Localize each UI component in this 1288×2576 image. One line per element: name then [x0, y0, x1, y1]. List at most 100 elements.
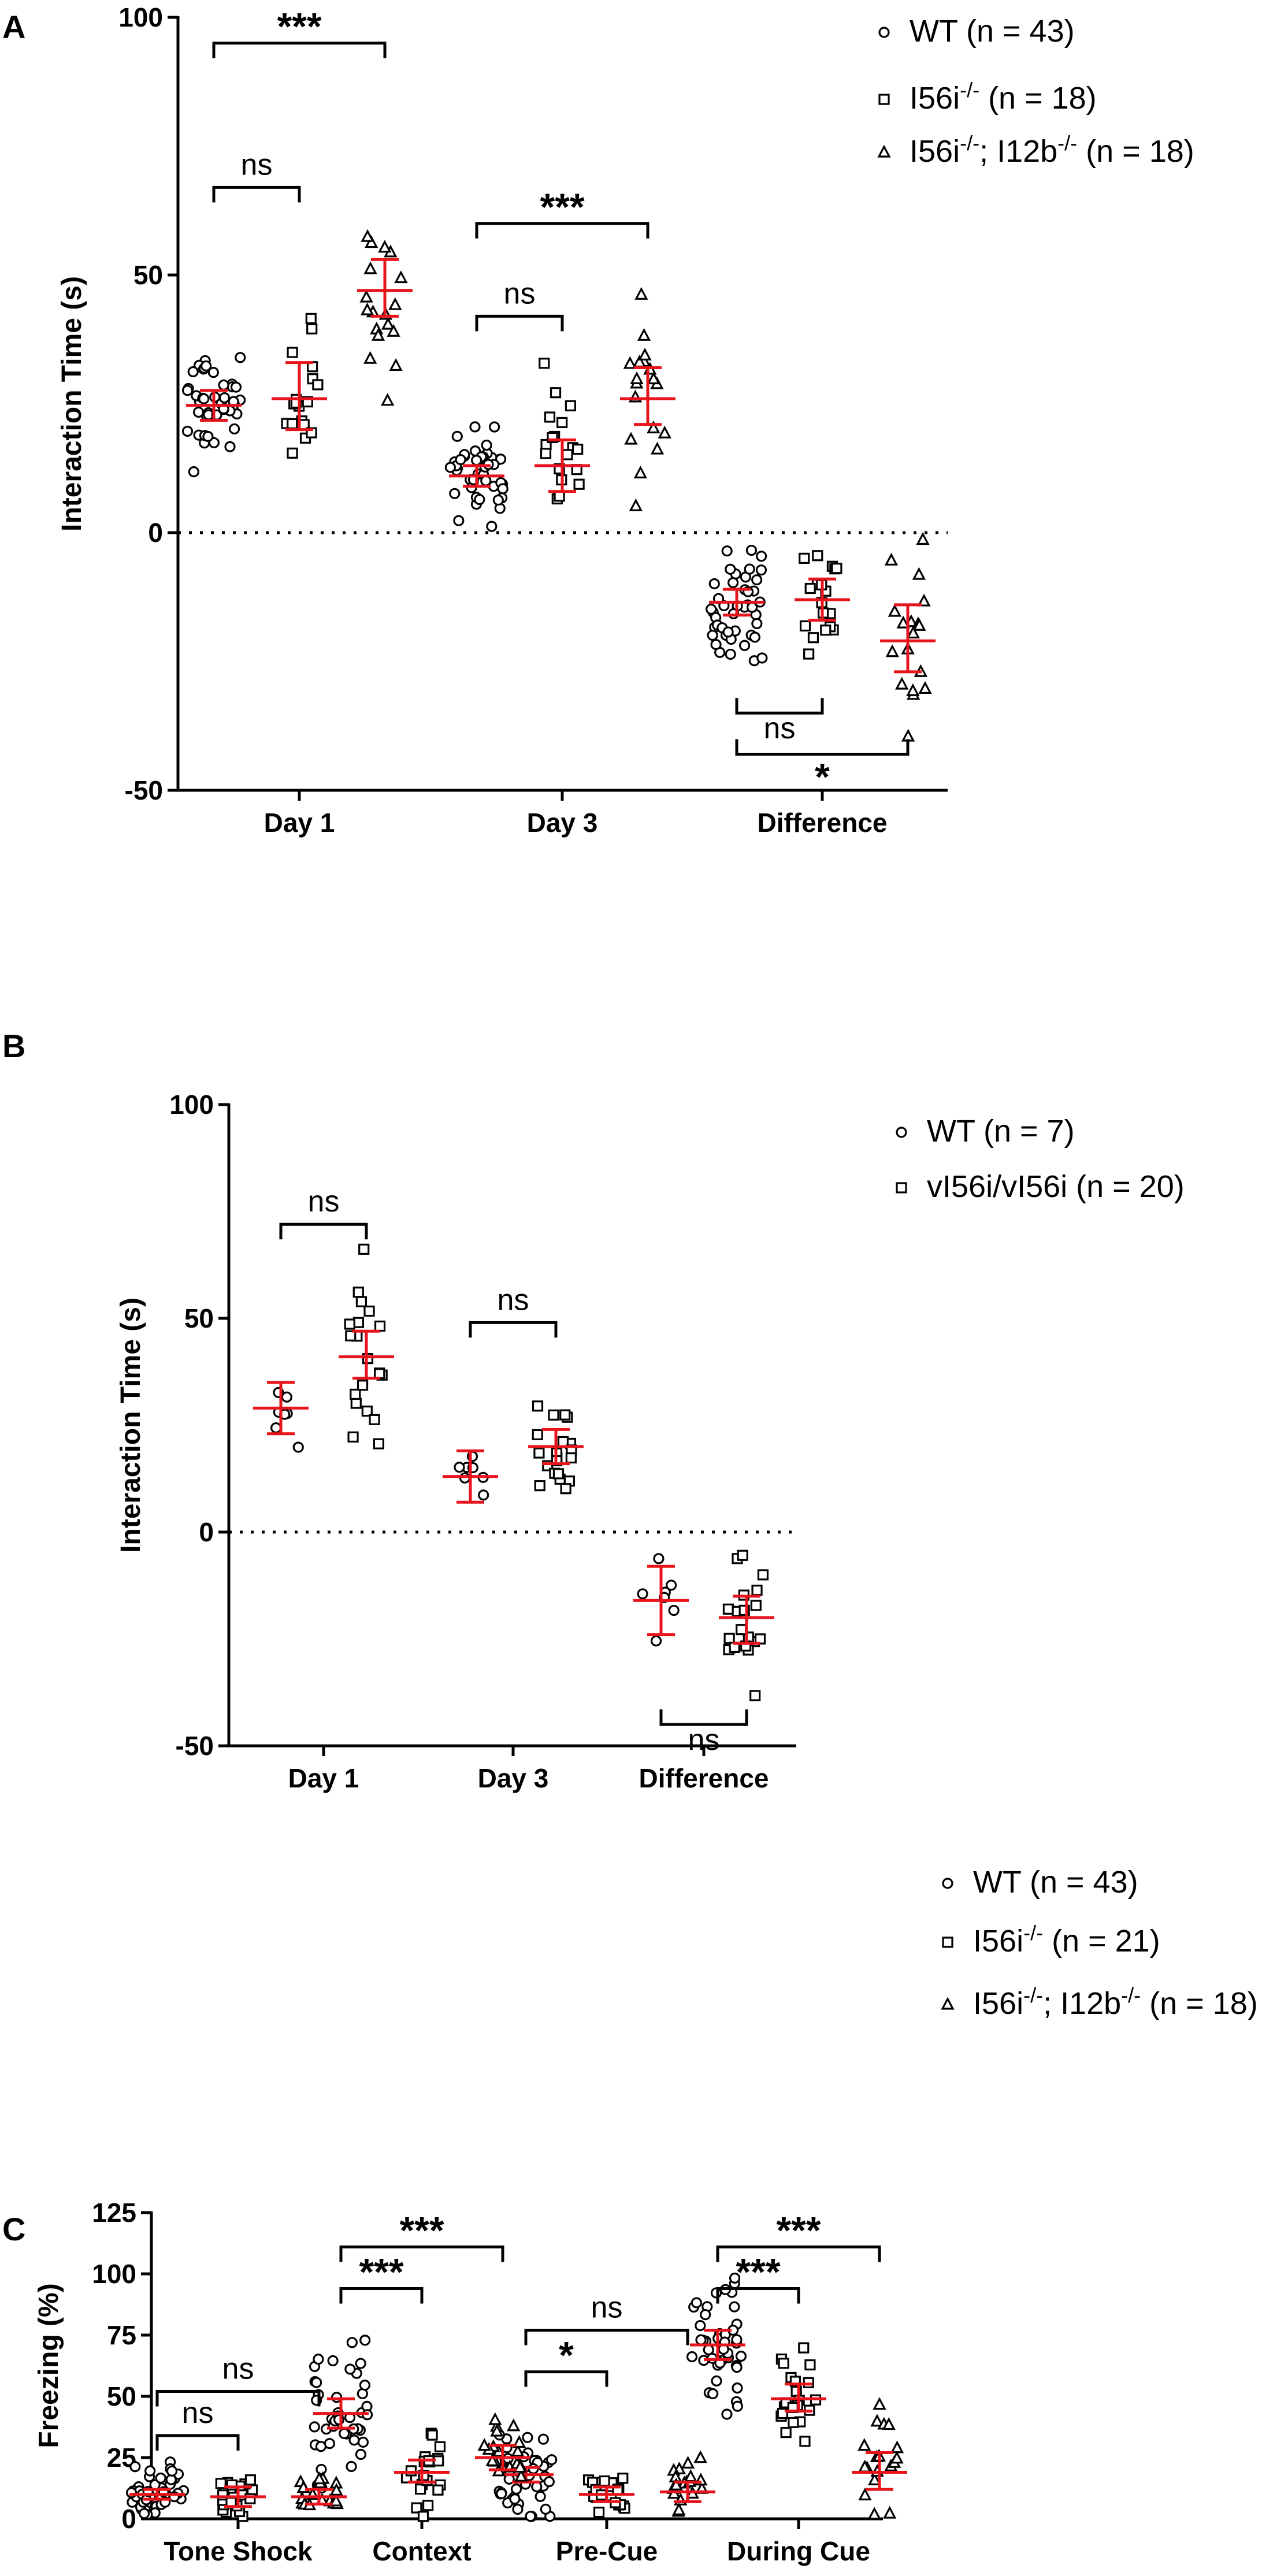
y-tick-label: 125 [92, 2198, 136, 2228]
data-point [548, 1409, 559, 1421]
x-tick-label: Day 1 [264, 808, 335, 838]
significance-bracket [155, 2434, 240, 2451]
legend-legend-rest: (n = 18) [979, 81, 1097, 116]
data-point [381, 393, 395, 406]
group-square-2 [722, 1549, 769, 1701]
data-point [540, 448, 552, 459]
data-point [798, 2342, 810, 2354]
data-point [552, 1468, 565, 1480]
data-point [449, 488, 461, 499]
legend-item-1: I56i-/- (n = 21) [942, 1921, 1160, 1958]
data-point [727, 577, 739, 589]
legend-legend-rest: (n = 18) [1077, 134, 1194, 169]
data-point [129, 2461, 141, 2473]
data-point [721, 2408, 733, 2420]
data-point [352, 1287, 364, 1298]
data-point [374, 1320, 386, 1332]
data-point [389, 358, 403, 371]
x-tick-label: Difference [758, 808, 888, 838]
significance-bracket [659, 1709, 748, 1726]
significance-bracket [524, 2329, 689, 2345]
data-point [799, 2436, 811, 2447]
data-point [737, 1549, 748, 1561]
data-point [359, 2335, 371, 2346]
data-point [890, 2440, 904, 2454]
data-point [804, 2359, 816, 2371]
data-point [305, 313, 317, 324]
data-point [235, 352, 246, 363]
data-point [344, 2363, 356, 2375]
legend-legend-sup: -/- [1023, 1983, 1043, 2007]
legend-legend-mid: ; I12b [979, 134, 1057, 169]
data-point [666, 1579, 677, 1591]
data-point [355, 2448, 367, 2460]
data-point [187, 366, 199, 378]
legend-item-1: I56i-/- (n = 18) [878, 78, 1097, 116]
group-square-1 [400, 2428, 446, 2522]
data-point [896, 615, 910, 629]
data-point [745, 544, 758, 556]
data-point [799, 620, 811, 632]
significance-label: ns [498, 1283, 529, 1317]
data-point [560, 1483, 571, 1495]
legend-legend-sup2: -/- [1121, 1983, 1141, 2007]
data-point [669, 2477, 683, 2490]
data-point [198, 393, 210, 404]
data-point [155, 2472, 166, 2484]
data-point [270, 1422, 282, 1434]
data-point [722, 1603, 734, 1615]
data-point [807, 632, 819, 644]
group-circle-0 [270, 1386, 304, 1453]
data-point [546, 2454, 558, 2466]
data-point [882, 2417, 896, 2430]
y-tick-label: 0 [148, 518, 163, 548]
significance-bracket [339, 2287, 424, 2304]
x-tick-label: Day 3 [527, 808, 598, 838]
data-point [313, 2354, 324, 2365]
legend-label: I56i-/- (n = 18) [910, 78, 1097, 116]
significance-label: *** [277, 5, 321, 48]
data-point [512, 2435, 526, 2448]
data-point [359, 289, 373, 303]
legend-label: I56i-/-; I12b-/- (n = 18) [910, 131, 1194, 169]
legend-legend-main: I56i [973, 1986, 1023, 2021]
data-point [507, 2418, 521, 2432]
data-point [488, 2412, 502, 2425]
data-point [721, 545, 733, 557]
significance-bracket [735, 739, 910, 756]
data-point [312, 379, 324, 391]
data-point [710, 639, 722, 650]
data-point [912, 567, 926, 580]
data-point [711, 2375, 722, 2387]
data-point [344, 1318, 355, 1330]
data-point [359, 2379, 371, 2391]
data-point [820, 625, 832, 636]
data-point [474, 494, 485, 505]
data-point [454, 1462, 465, 1473]
data-point [739, 640, 751, 651]
data-point [565, 400, 576, 412]
significance-bracket [475, 314, 564, 332]
data-point [780, 2427, 792, 2439]
data-point [327, 2355, 339, 2367]
data-point [453, 515, 465, 526]
significance-label: ns [764, 712, 796, 745]
data-point [799, 552, 810, 564]
legend-item-0: WT (n = 43) [878, 14, 1075, 49]
data-point [647, 371, 660, 385]
data-point [693, 2450, 707, 2463]
legend-marker [941, 1997, 955, 2010]
significance-label: ns [182, 2396, 214, 2430]
data-point [489, 421, 500, 433]
data-point [540, 2503, 551, 2515]
significance-label: *** [776, 2209, 821, 2251]
data-point [637, 1588, 648, 1600]
data-point [906, 626, 920, 639]
significance-bracket [279, 1222, 368, 1240]
significance-bracket [475, 222, 649, 239]
data-point [895, 676, 909, 690]
data-point [573, 478, 585, 490]
data-point [599, 2475, 610, 2487]
legend-legend-mid: ; I12b [1043, 1986, 1121, 2021]
data-point [192, 406, 205, 418]
